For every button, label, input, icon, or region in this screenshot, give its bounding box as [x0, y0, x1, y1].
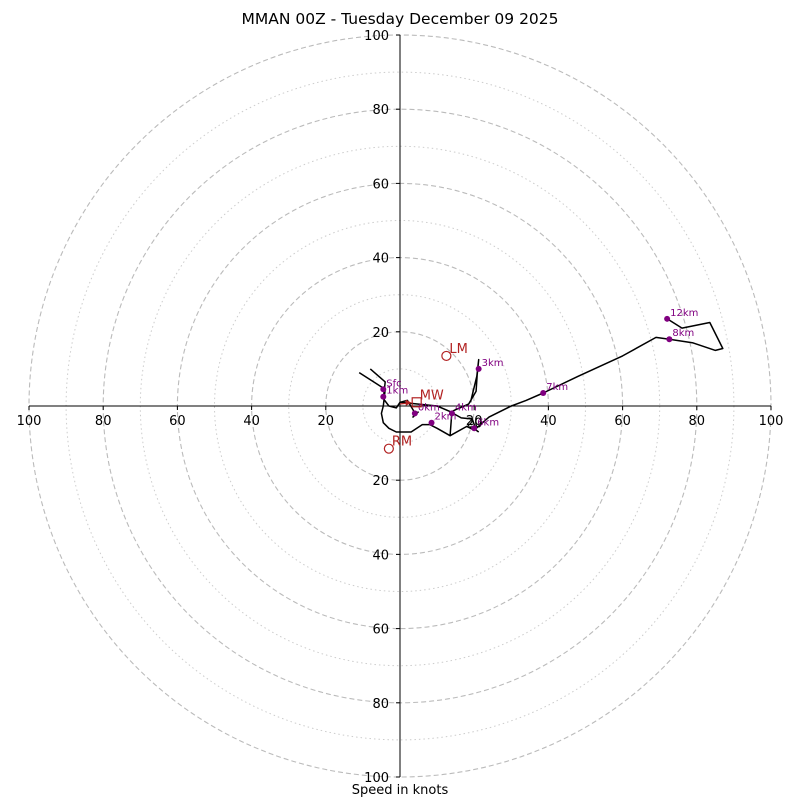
axes — [29, 35, 771, 777]
height-label-1km: 1km — [386, 386, 408, 397]
height-point-Sfc — [380, 386, 387, 393]
y-tick-label: 80 — [372, 103, 389, 118]
height-point-7km — [540, 390, 547, 397]
tick-labels: 100 80 60 40 20 20 40 60 80 100 100 80 60 40 20 20 40 60 8… — [17, 29, 784, 786]
chart-title: MMAN 00Z - Tuesday December 09 2025 — [241, 10, 559, 28]
height-label-Sfc: Sfc — [386, 378, 401, 389]
height-label-4km: 4km — [455, 402, 477, 413]
x-axis-label: Speed in knots — [351, 783, 449, 798]
height-label-12km: 12km — [670, 308, 698, 319]
x-tick-label: 20 — [466, 414, 483, 429]
x-tick-label: 80 — [689, 414, 706, 429]
x-tick-label: 40 — [243, 414, 260, 429]
y-tick-label: 100 — [364, 29, 389, 44]
y-tick-label: 80 — [372, 697, 389, 712]
height-point-1km — [380, 393, 387, 400]
height-point-6km — [471, 425, 478, 432]
storm-motion-markers: LM RM MW — [383, 342, 468, 454]
motion-label-RM: RM — [392, 435, 412, 450]
y-tick-label: 40 — [372, 252, 389, 267]
height-label-2km: 2km — [435, 412, 457, 423]
motion-marker-RM — [383, 443, 394, 454]
x-tick-label: 100 — [17, 414, 42, 429]
x-tick-label: 20 — [318, 414, 335, 429]
y-tick-label: 60 — [372, 177, 389, 192]
x-tick-label: 60 — [614, 414, 631, 429]
y-tick-label: 20 — [372, 474, 389, 489]
x-tick-label: 40 — [540, 414, 557, 429]
y-tick-label: 60 — [372, 623, 389, 638]
motion-label-MW: MW — [420, 388, 444, 403]
height-point-2km — [428, 419, 435, 426]
x-tick-label: 60 — [169, 414, 186, 429]
y-tick-label: 20 — [372, 326, 389, 341]
height-point-4km — [448, 410, 455, 417]
hodograph-line — [358, 318, 724, 437]
height-label-6km: 6km — [477, 417, 499, 428]
height-point-8km — [666, 336, 673, 343]
height-label-7km: 7km — [546, 382, 568, 393]
y-tick-label: 100 — [364, 771, 389, 786]
height-point-0km — [411, 410, 418, 417]
height-label-0km: 0km — [418, 402, 440, 413]
mean-wind-arrowhead — [405, 399, 412, 406]
motion-label-LM: LM — [449, 342, 467, 357]
x-tick-label: 100 — [759, 414, 784, 429]
height-point-12km — [664, 315, 671, 322]
height-label-3km: 3km — [482, 358, 504, 369]
x-tick-label: 80 — [95, 414, 112, 429]
height-point-3km — [475, 365, 482, 372]
y-tick-label: 40 — [372, 548, 389, 563]
height-label-8km: 8km — [672, 328, 694, 339]
motion-marker-LM — [441, 350, 452, 362]
mean-wind-marker — [411, 397, 422, 408]
